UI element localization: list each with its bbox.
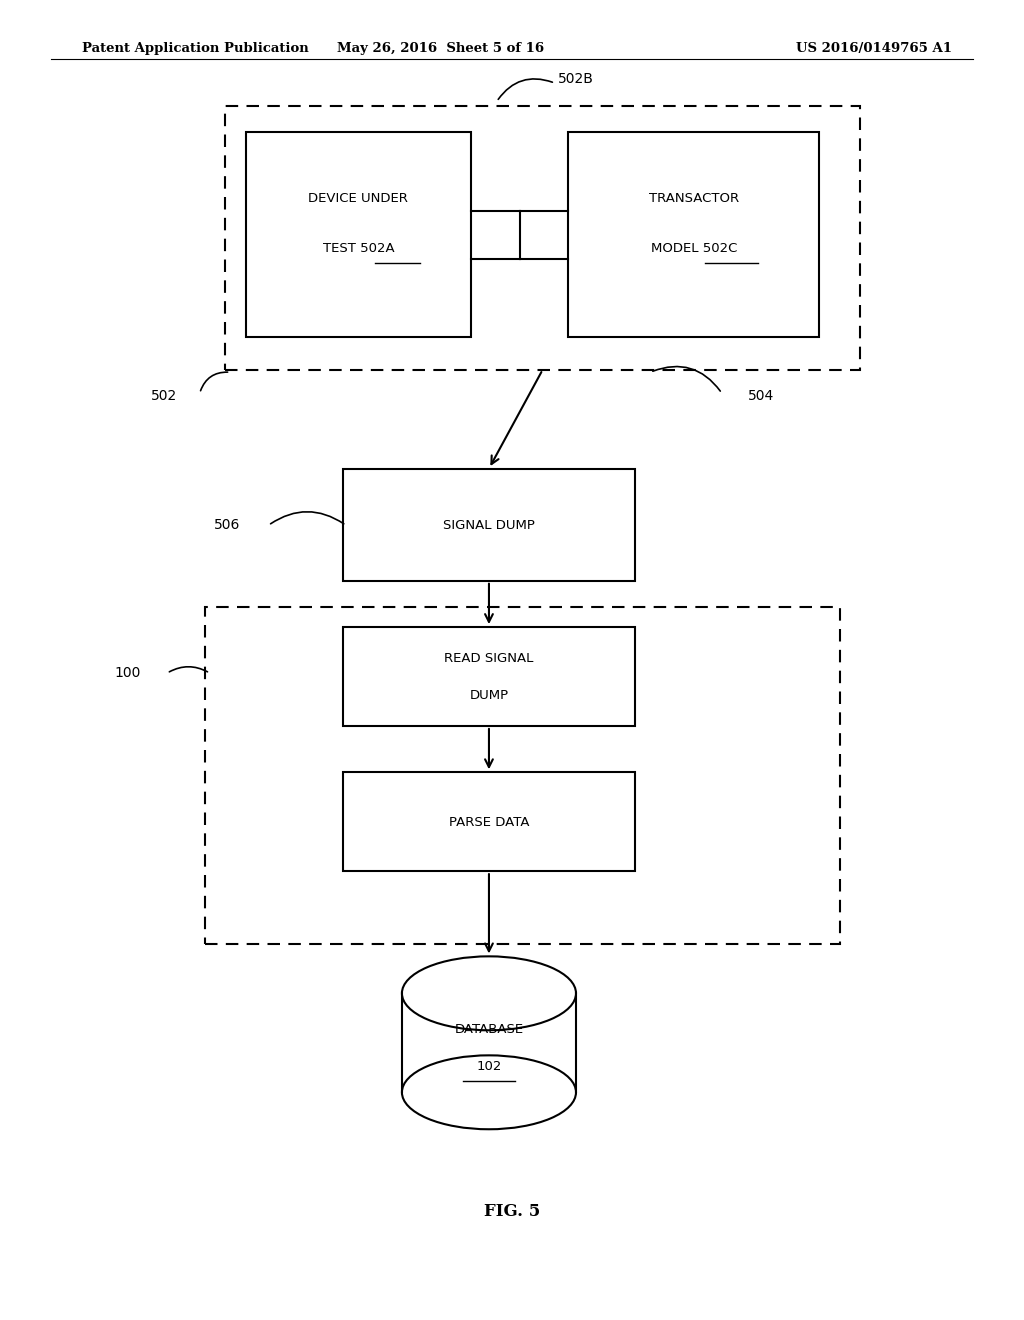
Ellipse shape [401,956,575,1030]
Text: PARSE DATA: PARSE DATA [449,816,529,829]
Text: DUMP: DUMP [469,689,509,702]
Text: DEVICE UNDER: DEVICE UNDER [308,191,409,205]
Text: 502B: 502B [558,71,594,86]
Bar [343,469,635,581]
Text: 502: 502 [151,389,177,403]
Bar [205,607,840,944]
Text: Patent Application Publication: Patent Application Publication [82,42,308,55]
Text: May 26, 2016  Sheet 5 of 16: May 26, 2016 Sheet 5 of 16 [337,42,544,55]
Bar [225,106,860,370]
Bar [343,772,635,871]
Bar [343,627,635,726]
Text: 506: 506 [214,519,241,532]
Text: SIGNAL DUMP: SIGNAL DUMP [443,519,535,532]
Text: TRANSACTOR: TRANSACTOR [649,191,739,205]
Ellipse shape [401,1056,575,1130]
Bar [401,993,575,1093]
Text: 504: 504 [748,389,774,403]
Text: TEST 502A: TEST 502A [323,242,394,255]
Text: FIG. 5: FIG. 5 [484,1204,540,1220]
Text: 102: 102 [476,1060,502,1073]
Text: MODEL 502C: MODEL 502C [651,242,737,255]
Bar [246,132,471,337]
Text: DATABASE: DATABASE [455,1023,523,1036]
Text: READ SIGNAL: READ SIGNAL [444,652,534,665]
Bar [568,132,819,337]
Text: 100: 100 [115,667,141,680]
Text: US 2016/0149765 A1: US 2016/0149765 A1 [797,42,952,55]
